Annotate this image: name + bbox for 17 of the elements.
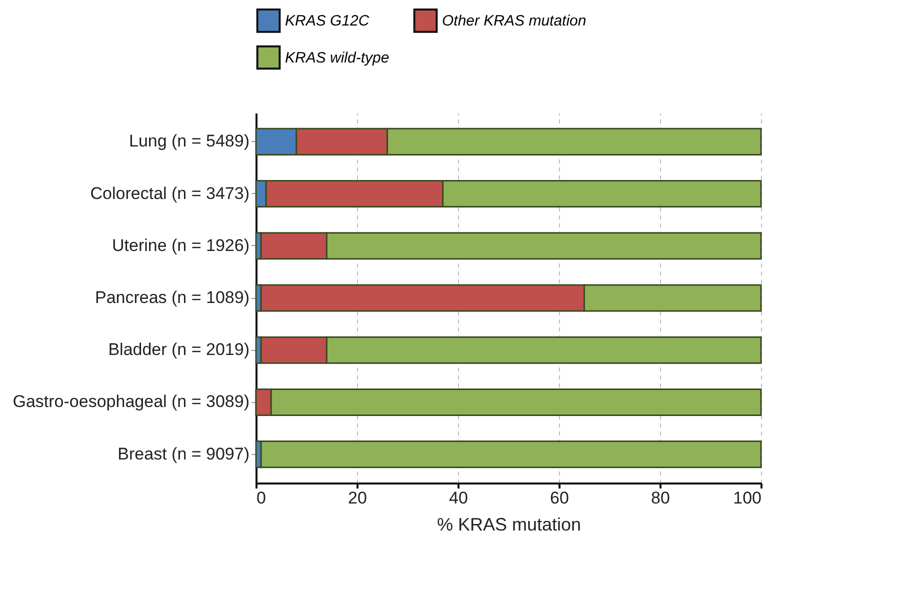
- x-tick-label: 60: [550, 488, 569, 508]
- legend-label: KRAS wild-type: [285, 50, 390, 66]
- y-tick-label: Bladder (n = 2019): [108, 340, 250, 360]
- y-tick-label: Uterine (n = 1926): [112, 236, 250, 255]
- y-tick-label: Lung (n = 5489): [128, 132, 250, 151]
- y-tick-label: Pancreas (n = 1089): [94, 288, 250, 307]
- x-tick-label: 40: [449, 488, 468, 508]
- x-tick-label: 20: [348, 488, 367, 508]
- legend-label: Other KRAS mutation: [442, 12, 586, 30]
- legend-label: KRAS G12C: [285, 12, 370, 30]
- x-tick-label: 80: [651, 488, 670, 508]
- y-tick-label: Colorectal (n = 3473): [90, 184, 250, 203]
- y-tick-label: Gastro-oesophageal (n = 3089): [12, 392, 250, 412]
- y-tick-label: Breast (n = 9097): [118, 444, 250, 464]
- x-axis-title: % KRAS mutation: [436, 514, 582, 534]
- x-tick-label: 0: [256, 488, 266, 508]
- x-tick-label: 100: [733, 488, 762, 508]
